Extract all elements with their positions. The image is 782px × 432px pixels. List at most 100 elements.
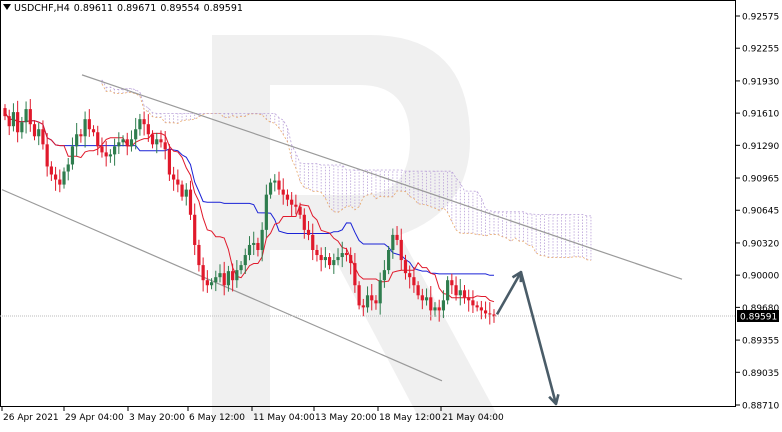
candle-body: [488, 313, 492, 315]
candle: [315, 244, 319, 262]
candle: [365, 286, 370, 313]
candle: [446, 276, 450, 305]
candle: [201, 257, 205, 292]
candle: [58, 169, 62, 193]
candle: [458, 278, 462, 306]
candle-body: [184, 189, 188, 197]
candle-body: [41, 129, 45, 145]
indicator-lines: [4, 111, 495, 303]
forecast-arrowhead-down: [548, 393, 560, 406]
candle: [108, 149, 112, 163]
candle: [403, 254, 408, 280]
candle-body: [87, 119, 91, 130]
dropdown-triangle-icon[interactable]: [3, 4, 11, 10]
candle-body: [155, 139, 159, 145]
x-tick-label: 21 May 04:00: [442, 413, 504, 423]
candle: [125, 132, 129, 156]
candle-body: [450, 280, 454, 286]
y-tick-label: 0.90000: [742, 272, 779, 282]
candle: [290, 192, 294, 216]
candle: [214, 270, 218, 292]
candle-body: [104, 152, 108, 157]
low-value: 0.89554: [160, 3, 200, 14]
close-value: 0.89591: [203, 3, 243, 14]
candle-body: [222, 273, 226, 286]
candle: [294, 194, 298, 215]
candle: [180, 180, 184, 201]
candle-body: [441, 300, 446, 311]
candle-body: [365, 295, 370, 308]
candle-body: [188, 189, 193, 215]
candle: [121, 135, 125, 147]
candle-body: [277, 180, 281, 190]
candle-body: [357, 285, 361, 306]
candle-body: [256, 242, 260, 251]
high-value: 0.89671: [117, 3, 157, 14]
candle: [28, 99, 32, 132]
candle-body: [353, 263, 357, 286]
channel-upper-line: [81, 74, 683, 280]
candle: [167, 144, 172, 181]
candle-body: [429, 297, 433, 311]
candle-body: [306, 229, 311, 235]
channel-lower-line: [1, 189, 443, 382]
senkou-span-a: [101, 83, 592, 261]
candle-body: [260, 229, 264, 251]
candle: [395, 226, 399, 246]
candle: [37, 122, 41, 146]
candle-body: [83, 119, 87, 137]
y-tick-label: 0.89035: [742, 369, 779, 379]
plot-frame: [0, 0, 736, 407]
candle: [273, 174, 277, 192]
candle: [311, 223, 315, 261]
candle: [134, 117, 138, 150]
candle-body: [294, 204, 298, 207]
candle-body: [66, 164, 70, 172]
candle-body: [231, 271, 235, 281]
y-tick-label: 0.92255: [742, 45, 779, 55]
candle-body: [446, 280, 450, 301]
candle: [424, 288, 429, 306]
candle-body: [298, 206, 302, 215]
candle-body: [361, 305, 365, 308]
candle: [247, 236, 252, 261]
candle-body: [382, 270, 386, 281]
forecast-path: [495, 270, 558, 405]
candle-body: [471, 300, 475, 306]
candle: [488, 302, 492, 325]
candle-body: [408, 273, 412, 278]
y-tick-label: 0.91610: [742, 110, 779, 120]
candle-body: [349, 255, 353, 264]
candle-body: [53, 174, 58, 180]
y-tick-label: 0.90645: [742, 207, 779, 217]
candle: [176, 169, 180, 193]
candle: [239, 261, 243, 275]
candle-body: [142, 119, 146, 125]
candle: [387, 245, 391, 275]
candle-body: [70, 146, 75, 165]
candle: [62, 167, 66, 189]
candle: [408, 265, 412, 289]
candle-body: [332, 260, 336, 266]
time-axis: 26 Apr 2021 29 Apr 04:00 3 May 20:00 6 May …: [1, 406, 504, 423]
candle-body: [125, 139, 129, 147]
candle: [349, 247, 353, 275]
candle-body: [201, 265, 205, 281]
symbol-label: USDCHF,H4: [14, 3, 70, 14]
candle-body: [433, 307, 437, 311]
candle: [483, 301, 488, 319]
candle: [277, 171, 281, 195]
candle-body: [475, 305, 479, 308]
candle-body: [75, 134, 79, 147]
candle: [268, 178, 273, 199]
candle: [75, 122, 79, 157]
candle-body: [302, 214, 306, 230]
candle: [205, 270, 209, 293]
candle: [378, 272, 382, 315]
candle: [462, 285, 467, 304]
candle: [45, 133, 49, 177]
candle: [374, 295, 378, 310]
candle-body: [467, 297, 471, 301]
candle-body: [311, 234, 315, 251]
candle-body: [336, 257, 340, 261]
